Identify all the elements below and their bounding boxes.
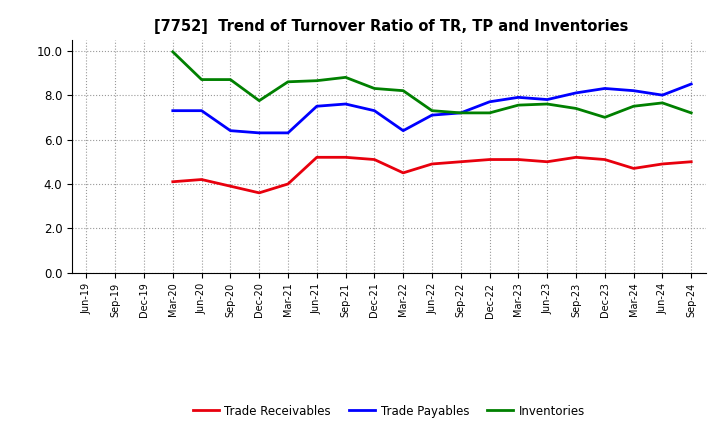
Inventories xyxy=(399,88,408,93)
Inventories xyxy=(370,86,379,91)
Trade Receivables xyxy=(514,157,523,162)
Inventories xyxy=(312,78,321,83)
Inventories xyxy=(543,101,552,106)
Trade Receivables xyxy=(456,159,465,165)
Trade Receivables xyxy=(687,159,696,165)
Trade Payables xyxy=(226,128,235,133)
Inventories xyxy=(658,100,667,106)
Trade Receivables xyxy=(370,157,379,162)
Inventories xyxy=(226,77,235,82)
Trade Receivables xyxy=(197,177,206,182)
Inventories xyxy=(485,110,494,116)
Line: Trade Receivables: Trade Receivables xyxy=(173,158,691,193)
Inventories xyxy=(456,110,465,116)
Trade Receivables xyxy=(226,183,235,189)
Trade Payables xyxy=(456,110,465,116)
Trade Receivables xyxy=(572,155,580,160)
Trade Payables xyxy=(658,92,667,98)
Trade Payables xyxy=(312,103,321,109)
Inventories xyxy=(600,115,609,120)
Inventories xyxy=(168,49,177,55)
Trade Payables xyxy=(514,95,523,100)
Line: Trade Payables: Trade Payables xyxy=(173,84,691,133)
Trade Payables xyxy=(428,113,436,118)
Trade Receivables xyxy=(399,170,408,176)
Trade Payables xyxy=(687,81,696,87)
Trade Receivables xyxy=(312,155,321,160)
Trade Payables xyxy=(399,128,408,133)
Inventories xyxy=(284,79,292,84)
Trade Payables xyxy=(600,86,609,91)
Inventories xyxy=(514,103,523,108)
Inventories xyxy=(197,77,206,82)
Trade Payables xyxy=(284,130,292,136)
Inventories xyxy=(428,108,436,114)
Trade Payables xyxy=(485,99,494,104)
Text: [7752]  Trend of Turnover Ratio of TR, TP and Inventories: [7752] Trend of Turnover Ratio of TR, TP… xyxy=(154,19,629,34)
Trade Receivables xyxy=(600,157,609,162)
Trade Payables xyxy=(255,130,264,136)
Trade Receivables xyxy=(543,159,552,165)
Inventories xyxy=(629,103,638,109)
Trade Receivables xyxy=(341,155,350,160)
Trade Receivables xyxy=(658,161,667,167)
Trade Receivables xyxy=(284,181,292,187)
Trade Receivables xyxy=(168,179,177,184)
Line: Inventories: Inventories xyxy=(173,52,691,117)
Trade Payables xyxy=(197,108,206,114)
Trade Payables xyxy=(341,101,350,106)
Legend: Trade Receivables, Trade Payables, Inventories: Trade Receivables, Trade Payables, Inven… xyxy=(188,400,590,422)
Inventories xyxy=(572,106,580,111)
Trade Payables xyxy=(370,108,379,114)
Trade Payables xyxy=(168,108,177,114)
Trade Payables xyxy=(572,90,580,95)
Trade Receivables xyxy=(255,190,264,195)
Trade Receivables xyxy=(629,166,638,171)
Inventories xyxy=(687,110,696,116)
Trade Receivables xyxy=(485,157,494,162)
Trade Receivables xyxy=(428,161,436,167)
Trade Payables xyxy=(543,97,552,102)
Trade Payables xyxy=(629,88,638,93)
Inventories xyxy=(341,75,350,80)
Inventories xyxy=(255,98,264,103)
